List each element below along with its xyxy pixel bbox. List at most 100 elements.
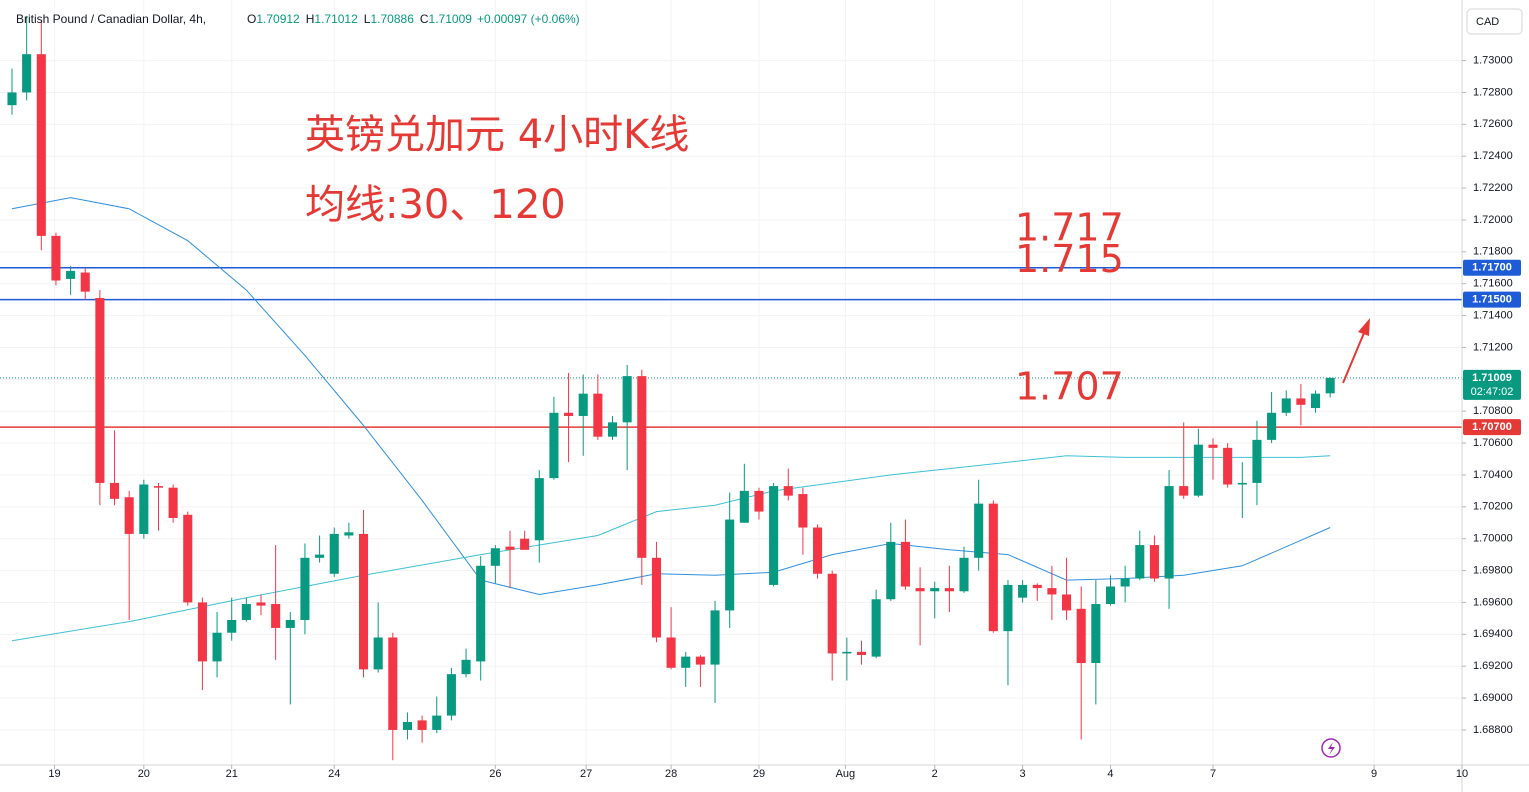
candle bbox=[109, 430, 120, 506]
candle-body bbox=[915, 588, 925, 592]
candle bbox=[315, 535, 325, 563]
x-tick-label: 9 bbox=[1371, 768, 1377, 780]
candle-body bbox=[300, 557, 310, 620]
candle bbox=[974, 479, 984, 571]
ohlc-value: 1.71009 bbox=[429, 12, 473, 26]
candle-body bbox=[798, 494, 808, 528]
change-value: +0.00097 (+0.06%) bbox=[477, 12, 580, 26]
candle bbox=[739, 463, 749, 523]
candle-body bbox=[1164, 486, 1174, 579]
candle bbox=[1325, 377, 1335, 398]
candle bbox=[329, 527, 339, 577]
candle-body bbox=[1091, 604, 1101, 663]
lightning-icon[interactable] bbox=[1321, 738, 1341, 758]
candle bbox=[1164, 470, 1174, 609]
candle-body bbox=[1208, 444, 1218, 448]
candle-body bbox=[1018, 584, 1028, 598]
x-tick-label: 7 bbox=[1210, 768, 1216, 780]
candle bbox=[769, 482, 779, 587]
candle bbox=[842, 637, 852, 681]
candle-body bbox=[900, 541, 910, 587]
candle bbox=[725, 492, 735, 628]
x-tick-label: 24 bbox=[328, 768, 340, 780]
y-tick-label: 1.69000 bbox=[1473, 692, 1513, 704]
candle-body bbox=[622, 376, 632, 423]
x-tick-label: 26 bbox=[489, 768, 501, 780]
candle bbox=[813, 524, 823, 579]
candle-body bbox=[1193, 444, 1203, 496]
candle-body bbox=[329, 533, 339, 574]
candle bbox=[593, 374, 603, 440]
symbol-label: British Pound / Canadian Dollar, 4h, bbox=[16, 12, 206, 26]
candle bbox=[1237, 462, 1247, 518]
candle-body bbox=[1267, 412, 1277, 440]
candle-body bbox=[505, 546, 515, 550]
candle-body bbox=[1135, 545, 1145, 579]
y-tick-label: 1.68800 bbox=[1473, 724, 1513, 736]
candle-body bbox=[256, 602, 266, 606]
candle-body bbox=[66, 270, 76, 279]
y-tick-label: 1.70000 bbox=[1473, 533, 1513, 545]
candle-body bbox=[1179, 486, 1189, 496]
candle bbox=[256, 594, 266, 616]
candle bbox=[681, 651, 691, 687]
y-tick-label: 1.70400 bbox=[1473, 469, 1513, 481]
currency-button[interactable] bbox=[1466, 8, 1523, 35]
level-label-box bbox=[1463, 259, 1521, 276]
candle-body bbox=[358, 533, 369, 670]
plot-area bbox=[0, 15, 1462, 761]
y-tick-label: 1.72800 bbox=[1473, 86, 1513, 98]
x-tick-label: Aug bbox=[836, 768, 856, 780]
candle-body bbox=[124, 497, 134, 534]
candle-body bbox=[1003, 584, 1013, 632]
candle-body bbox=[417, 720, 427, 730]
candle bbox=[1252, 420, 1262, 506]
candle-body bbox=[988, 503, 998, 632]
candle bbox=[461, 648, 471, 678]
candle-body bbox=[1032, 584, 1042, 589]
arrow-head bbox=[1358, 318, 1370, 336]
candle-body bbox=[168, 487, 178, 518]
x-tick-label: 29 bbox=[753, 768, 765, 780]
candle-body bbox=[681, 656, 691, 668]
candle bbox=[1091, 580, 1101, 705]
candle bbox=[1193, 428, 1203, 498]
candle bbox=[153, 482, 164, 531]
candle bbox=[7, 68, 17, 115]
candle bbox=[168, 484, 178, 523]
icon-bolt[interactable] bbox=[1328, 742, 1335, 755]
candle bbox=[798, 487, 808, 555]
level-note: 1.715 bbox=[1015, 237, 1124, 281]
y-tick-label: 1.73000 bbox=[1473, 54, 1513, 66]
candle bbox=[80, 267, 90, 300]
candle-body bbox=[871, 599, 881, 657]
candle-body bbox=[886, 541, 896, 600]
y-tick-label: 1.70800 bbox=[1473, 405, 1513, 417]
candle-body bbox=[271, 604, 281, 628]
candle-body bbox=[285, 619, 295, 628]
icon-ring[interactable] bbox=[1321, 738, 1341, 758]
candle bbox=[607, 415, 618, 440]
candle-body bbox=[490, 548, 500, 566]
candle-body bbox=[241, 604, 251, 620]
candle-body bbox=[432, 715, 442, 730]
candle bbox=[300, 543, 310, 635]
level-label-box bbox=[1463, 291, 1521, 308]
y-tick-label: 1.69400 bbox=[1473, 628, 1513, 640]
candle bbox=[754, 487, 764, 520]
candle-body bbox=[153, 486, 164, 488]
candle bbox=[915, 567, 925, 646]
candle-body bbox=[1325, 377, 1335, 394]
currency-label[interactable]: CAD bbox=[1476, 16, 1499, 28]
candle bbox=[124, 490, 134, 620]
candle bbox=[856, 640, 867, 665]
candle bbox=[1208, 438, 1218, 480]
candle-body bbox=[227, 619, 237, 633]
candle-body bbox=[1281, 398, 1291, 413]
candle bbox=[622, 364, 632, 471]
x-tick-label: 21 bbox=[226, 768, 238, 780]
candle bbox=[66, 266, 76, 295]
level-note: 1.717 bbox=[1015, 205, 1124, 249]
